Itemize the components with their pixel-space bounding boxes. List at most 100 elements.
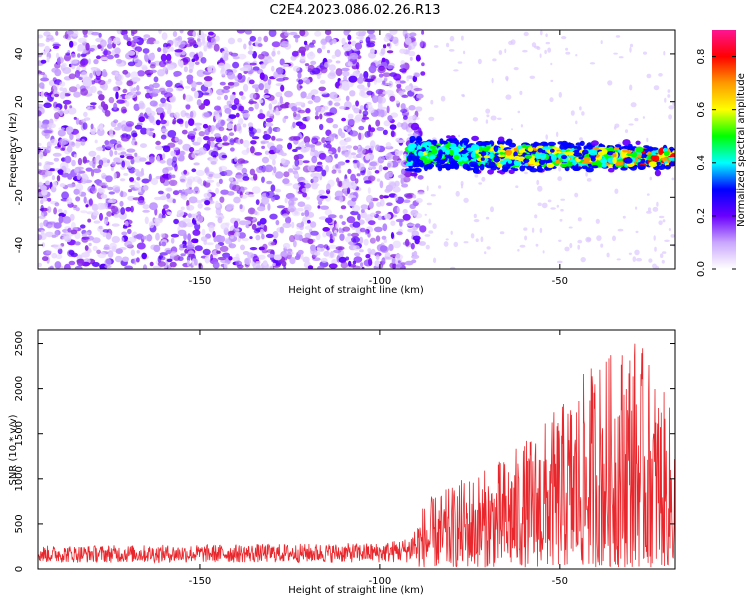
noise-speckle: [383, 36, 390, 43]
noise-speckle: [84, 245, 89, 251]
noise-speckle: [297, 201, 306, 207]
faint-speckle: [660, 253, 664, 258]
noise-speckle: [364, 131, 371, 138]
signal-blob: [470, 152, 476, 158]
noise-speckle: [108, 96, 115, 104]
noise-speckle: [195, 61, 200, 65]
x-tick-label: -150: [189, 576, 212, 587]
noise-speckle: [276, 144, 283, 151]
noise-speckle: [394, 150, 403, 156]
noise-speckle: [236, 30, 246, 34]
y-tick-label: 0: [14, 566, 25, 572]
y-tick-label: -20: [14, 189, 25, 205]
faint-speckle: [430, 99, 434, 105]
noise-speckle: [185, 43, 192, 48]
noise-speckle: [118, 74, 124, 81]
noise-speckle: [322, 105, 329, 111]
faint-speckle: [662, 251, 667, 254]
faint-speckle: [618, 56, 624, 59]
faint-speckle: [511, 128, 513, 131]
noise-speckle: [389, 30, 398, 35]
noise-speckle: [293, 154, 300, 161]
noise-speckle: [275, 83, 283, 87]
noise-speckle: [342, 44, 352, 52]
noise-speckle: [70, 53, 76, 58]
faint-speckle: [658, 220, 663, 225]
noise-speckle: [81, 178, 87, 185]
noise-speckle: [40, 230, 45, 235]
noise-speckle: [365, 254, 371, 259]
noise-speckle: [264, 164, 274, 173]
noise-speckle: [80, 210, 88, 214]
noise-speckle: [415, 106, 423, 112]
signal-blob: [551, 154, 557, 162]
noise-speckle: [379, 194, 384, 200]
noise-speckle: [348, 75, 358, 83]
noise-speckle: [416, 93, 424, 99]
faint-speckle: [670, 234, 675, 238]
signal-blob: [527, 146, 534, 152]
faint-speckle: [668, 105, 675, 110]
noise-speckle: [40, 123, 50, 129]
noise-speckle: [210, 126, 214, 134]
noise-speckle: [112, 37, 121, 45]
faint-speckle: [428, 116, 435, 121]
noise-speckle: [120, 120, 128, 126]
noise-speckle: [113, 213, 120, 218]
noise-speckle: [129, 177, 135, 182]
noise-speckle: [166, 258, 173, 263]
faint-speckle: [523, 227, 528, 231]
signal-blob: [648, 161, 658, 168]
noise-speckle: [235, 174, 243, 179]
signal-blob: [588, 149, 598, 156]
faint-speckle: [485, 119, 489, 124]
noise-speckle: [226, 100, 231, 106]
noise-speckle: [47, 206, 52, 213]
noise-speckle: [57, 129, 66, 137]
noise-speckle: [283, 32, 290, 37]
noise-speckle: [407, 228, 416, 233]
signal-blob: [519, 148, 524, 154]
noise-speckle: [343, 187, 348, 196]
noise-speckle: [379, 198, 385, 207]
noise-speckle: [370, 145, 374, 151]
noise-speckle: [404, 260, 414, 266]
noise-speckle: [275, 219, 280, 226]
faint-speckle: [473, 219, 480, 223]
noise-speckle: [192, 30, 197, 37]
noise-speckle: [208, 224, 215, 233]
noise-speckle: [159, 119, 167, 125]
noise-speckle: [293, 233, 303, 241]
signal-blob: [493, 155, 500, 163]
noise-speckle: [355, 226, 362, 235]
noise-speckle: [386, 105, 390, 114]
faint-speckle: [542, 250, 545, 254]
noise-speckle: [387, 171, 394, 178]
noise-speckle: [40, 212, 44, 217]
noise-speckle: [224, 94, 228, 101]
faint-speckle: [519, 244, 526, 248]
noise-speckle: [130, 205, 134, 213]
noise-speckle: [238, 105, 245, 112]
noise-speckle: [415, 198, 423, 203]
faint-speckle: [428, 218, 431, 224]
noise-speckle: [369, 161, 378, 167]
faint-speckle: [600, 40, 603, 45]
faint-speckle: [577, 244, 580, 250]
faint-speckle: [652, 206, 659, 212]
noise-speckle: [121, 124, 127, 132]
noise-speckle: [132, 197, 141, 201]
noise-speckle: [214, 133, 221, 138]
noise-speckle: [248, 79, 255, 85]
noise-speckle: [216, 181, 221, 187]
noise-speckle: [107, 78, 112, 83]
noise-speckle: [319, 79, 326, 85]
noise-speckle: [67, 173, 73, 180]
noise-speckle: [310, 89, 319, 95]
noise-speckle: [284, 197, 288, 204]
noise-speckle: [84, 232, 91, 235]
noise-speckle: [261, 156, 270, 164]
noise-speckle: [172, 31, 178, 37]
noise-speckle: [279, 103, 289, 109]
noise-speckle: [386, 202, 393, 206]
